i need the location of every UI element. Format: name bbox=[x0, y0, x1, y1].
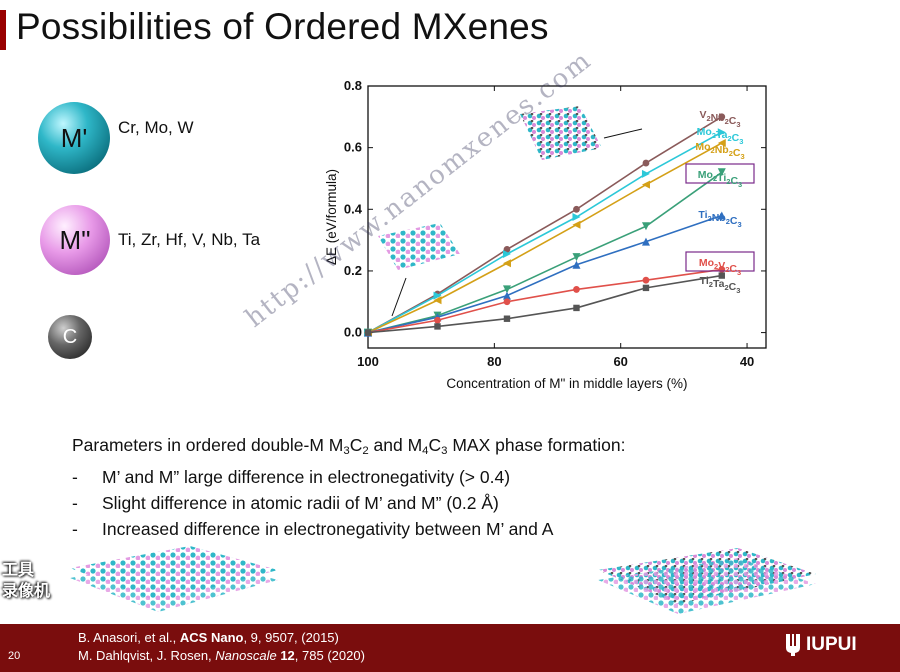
data-point bbox=[573, 304, 580, 312]
data-point bbox=[641, 180, 650, 189]
data-point bbox=[433, 291, 442, 300]
series-line bbox=[367, 171, 723, 334]
data-point bbox=[642, 284, 650, 292]
data-point bbox=[717, 139, 726, 148]
data-point bbox=[642, 159, 650, 167]
mxene-sheet-right-image bbox=[598, 548, 816, 614]
m-prime-atom-icon: M' bbox=[38, 102, 110, 174]
data-point bbox=[641, 169, 650, 178]
reference-2: M. Dahlqvist, J. Rosen, Nanoscale 12, 78… bbox=[78, 648, 365, 663]
mxene-sheet-left-image bbox=[70, 546, 278, 612]
legend-label: Mo2Nb2C3 bbox=[695, 141, 744, 161]
series-line bbox=[367, 116, 723, 334]
series-line bbox=[367, 268, 722, 334]
trident-logo-icon bbox=[786, 634, 800, 656]
data-point bbox=[503, 315, 511, 322]
data-point bbox=[572, 253, 581, 262]
data-point bbox=[502, 259, 511, 268]
series-line bbox=[367, 214, 723, 334]
data-point bbox=[718, 113, 726, 121]
data-point bbox=[502, 249, 511, 258]
data-point bbox=[503, 298, 511, 306]
slide-title: Possibilities of Ordered MXenes bbox=[16, 6, 549, 47]
series-line bbox=[367, 274, 722, 334]
data-point bbox=[434, 316, 441, 324]
legend-label: Mo2Ti2C3 bbox=[698, 169, 742, 189]
data-point bbox=[717, 211, 726, 220]
plot-frame bbox=[367, 85, 767, 349]
energy-chart: 100 80 60 40 0.0 0.2 0.4 0.6 0.8 Concentration of… bbox=[320, 78, 780, 408]
x-tick-label: 100 bbox=[357, 354, 379, 369]
m-double-prime-ball-label: M" bbox=[59, 224, 91, 255]
data-point bbox=[641, 222, 650, 231]
data-point bbox=[572, 220, 581, 229]
carbon-atom-icon: C bbox=[48, 315, 92, 359]
data-point bbox=[364, 329, 372, 336]
structure-inset-right bbox=[520, 106, 643, 160]
x-tick-label: 60 bbox=[613, 354, 627, 369]
brand-logo: IUPUI bbox=[806, 634, 857, 655]
bullet-item: - Slight difference in atomic radii of M’… bbox=[72, 492, 499, 513]
y-tick-label: 0.2 bbox=[344, 263, 362, 278]
structure-inset-left bbox=[378, 223, 460, 317]
legend-box bbox=[685, 163, 755, 184]
data-point bbox=[717, 128, 726, 137]
series-line bbox=[367, 142, 723, 334]
legend-label: Ti2Nb2C3 bbox=[698, 209, 741, 229]
data-point bbox=[503, 245, 511, 253]
legend-label: Mo2Ta2C3 bbox=[697, 126, 744, 146]
bullet-item: - M’ and M” large difference in electrone… bbox=[72, 466, 511, 487]
data-point bbox=[502, 285, 511, 294]
title-accent-bar bbox=[0, 10, 6, 50]
data-point bbox=[718, 272, 725, 279]
x-tick-label: 80 bbox=[487, 354, 501, 369]
y-tick-label: 0.0 bbox=[344, 325, 362, 340]
data-point bbox=[641, 237, 650, 246]
bullet-header: Parameters in ordered double-M M3C2 and … bbox=[72, 435, 626, 457]
legend-label: V2Nb2C3 bbox=[699, 109, 740, 129]
x-axis-label: Concentration of M" in middle layers (%) bbox=[446, 376, 687, 391]
y-tick-label: 0.4 bbox=[344, 201, 363, 216]
data-point bbox=[434, 323, 441, 330]
data-point bbox=[502, 291, 511, 300]
x-tick-label: 40 bbox=[740, 354, 754, 369]
data-point bbox=[572, 213, 581, 221]
series-line bbox=[367, 131, 723, 334]
bullet-item: - Increased difference in electronegativi… bbox=[72, 518, 554, 539]
legend-label: Mo2V2C3 bbox=[699, 257, 741, 277]
m-double-prime-elements: Ti, Zr, Hf, V, Nb, Ta bbox=[118, 230, 261, 249]
y-axis-label: ΔE (eV/formula) bbox=[324, 169, 339, 265]
page-number: 20 bbox=[8, 650, 21, 662]
y-tick-label: 0.8 bbox=[344, 78, 362, 93]
y-tick-label: 0.6 bbox=[344, 140, 362, 155]
recorder-watermark: 工具 录像机 bbox=[2, 562, 51, 600]
data-point bbox=[573, 286, 580, 293]
m-prime-elements: Cr, Mo, W bbox=[118, 118, 194, 137]
data-point bbox=[572, 260, 581, 269]
m-double-prime-atom-icon: M" bbox=[40, 205, 110, 275]
carbon-ball-label: C bbox=[62, 325, 78, 348]
bullet-list: Parameters in ordered double-M M3C2 and … bbox=[72, 432, 625, 542]
data-point bbox=[573, 205, 580, 213]
energy-chart-svg: 100 80 60 40 0.0 0.2 0.4 0.6 0.8 Concentration of… bbox=[324, 78, 767, 391]
legend-box bbox=[685, 251, 755, 272]
legend-label: Ti2Ta2C3 bbox=[700, 275, 741, 295]
reference-1: B. Anasori, et al., ACS Nano, 9, 9507, (… bbox=[78, 630, 339, 645]
footer-bar: B. Anasori, et al., ACS Nano, 9, 9507, (… bbox=[0, 624, 900, 672]
m-prime-ball-label: M' bbox=[60, 122, 88, 153]
data-point bbox=[642, 276, 650, 284]
data-point bbox=[433, 296, 442, 305]
data-point bbox=[717, 168, 726, 177]
